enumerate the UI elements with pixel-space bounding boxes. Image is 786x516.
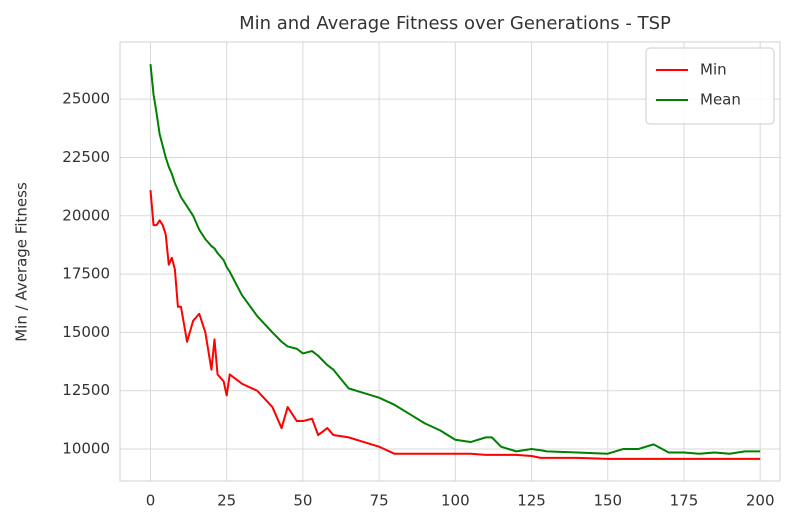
chart-title: Min and Average Fitness over Generations… xyxy=(239,13,671,34)
x-tick-label: 175 xyxy=(670,492,699,510)
x-tick-label: 150 xyxy=(593,492,622,510)
y-tick-label: 20000 xyxy=(62,206,110,224)
x-tick-label: 75 xyxy=(370,492,389,510)
y-tick-label: 10000 xyxy=(62,440,110,458)
plot-frame xyxy=(119,41,781,482)
data-line xyxy=(149,64,761,455)
data-line xyxy=(149,190,761,460)
x-tick-label: 100 xyxy=(441,492,470,510)
x-tick-label: 125 xyxy=(517,492,546,510)
y-tick-label: 22500 xyxy=(62,148,110,166)
x-tick-label: 200 xyxy=(746,492,775,510)
y-tick-label: 17500 xyxy=(62,265,110,283)
y-tick-label: 15000 xyxy=(62,323,110,341)
legend-box xyxy=(645,47,775,125)
legend-label: Mean xyxy=(700,91,741,109)
x-tick-label: 50 xyxy=(293,492,312,510)
legend-label: Min xyxy=(700,61,727,79)
y-axis-label: Min / Average Fitness xyxy=(13,182,31,342)
x-tick-label: 25 xyxy=(217,492,236,510)
y-tick-label: 12500 xyxy=(62,381,110,399)
y-tick-label: 25000 xyxy=(62,90,110,108)
x-tick-label: 0 xyxy=(146,492,156,510)
